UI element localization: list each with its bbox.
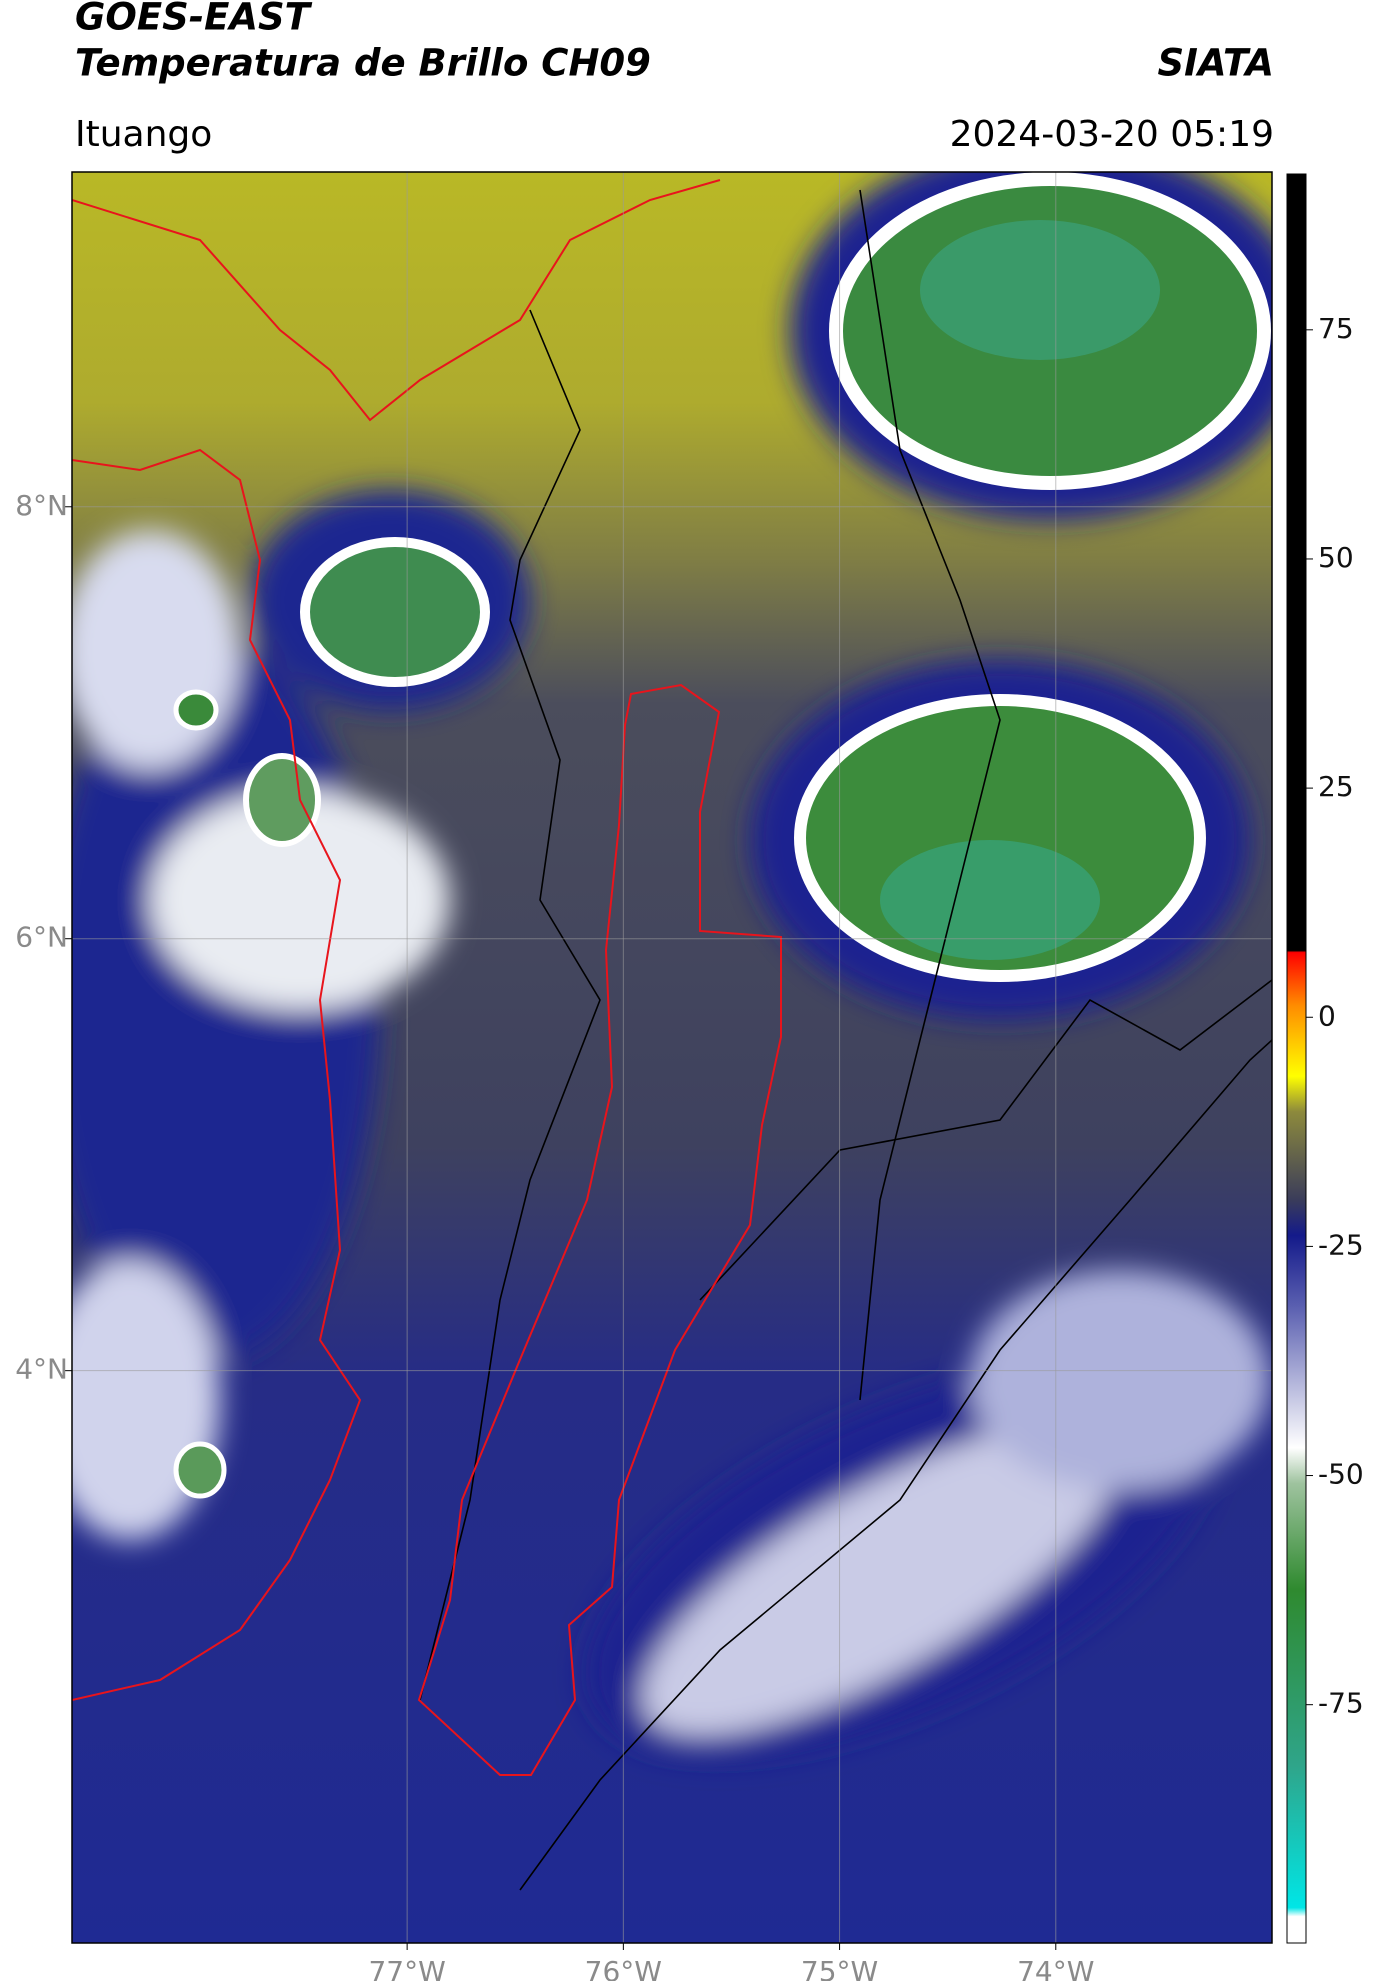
- y-tick-label: 4°N: [15, 1353, 68, 1386]
- colorbar-tick-label: -75: [1318, 1687, 1364, 1720]
- title: GOES-EAST: [75, 0, 313, 39]
- y-tick-label: 6°N: [15, 921, 68, 954]
- x-tick-label: 77°W: [368, 1955, 445, 1981]
- y-tick-label: 8°N: [15, 489, 68, 522]
- map-frame: [71, 171, 1273, 1944]
- colorbar-tick-label: 75: [1318, 312, 1354, 345]
- datetime: 2024-03-20 05:19: [950, 114, 1274, 155]
- colorbar-tick-label: 25: [1318, 770, 1354, 803]
- colorbar-tick-label: 50: [1318, 541, 1354, 574]
- x-tick-label: 74°W: [1017, 1955, 1094, 1981]
- colorbar-tick-label: 0: [1318, 999, 1336, 1032]
- satellite-image: [72, 172, 1272, 1943]
- location: Ituango: [75, 114, 212, 155]
- colorbar-tick-label: -50: [1318, 1458, 1364, 1491]
- x-tick-label: 75°W: [801, 1955, 878, 1981]
- colorbar: [1286, 173, 1307, 1944]
- colorbar-tick-label: -25: [1318, 1228, 1364, 1261]
- x-tick-label: 76°W: [585, 1955, 662, 1981]
- brand: SIATA: [1157, 42, 1274, 85]
- subtitle: Temperatura de Brillo CH09: [75, 42, 651, 85]
